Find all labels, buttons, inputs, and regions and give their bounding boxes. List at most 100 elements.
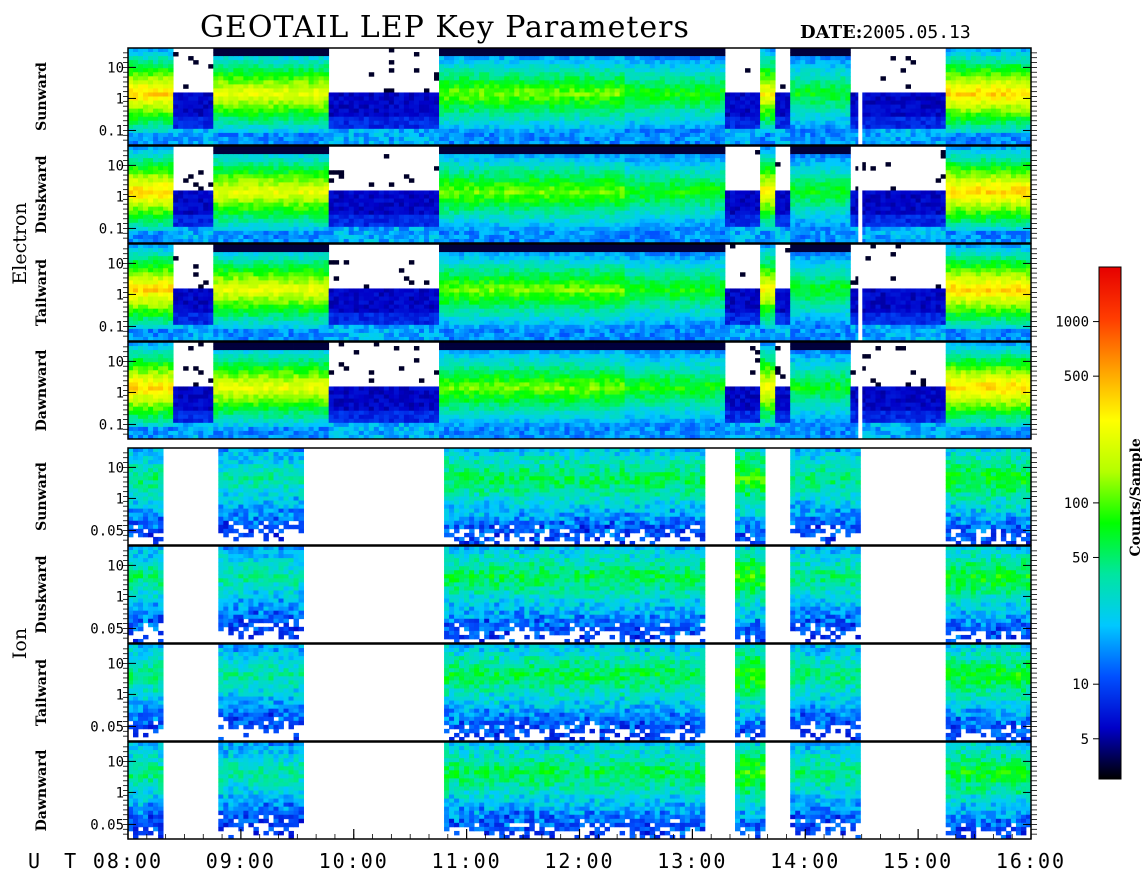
spectrogram-cell bbox=[323, 104, 330, 110]
spectrogram-cell bbox=[995, 128, 1002, 134]
spectrogram-cell bbox=[343, 116, 350, 122]
spectrogram-cell bbox=[449, 174, 455, 179]
spectrogram-cell bbox=[594, 84, 600, 89]
spectrogram-cell bbox=[423, 190, 430, 195]
spectrogram-cell bbox=[589, 100, 595, 105]
spectrogram-cell bbox=[469, 60, 475, 65]
spectrogram-cell bbox=[709, 132, 716, 138]
spectrogram-cell bbox=[273, 234, 279, 240]
spectrogram-cell bbox=[765, 56, 771, 61]
spectrogram-cell bbox=[273, 124, 279, 130]
spectrogram-cell bbox=[128, 238, 134, 244]
spectrogram-cell bbox=[499, 48, 505, 53]
spectrogram-cell bbox=[228, 146, 234, 151]
spectrogram-cell bbox=[238, 174, 244, 179]
spectrogram-cell bbox=[815, 76, 821, 81]
spectrogram-cell bbox=[815, 84, 821, 89]
spectrogram-cell bbox=[539, 136, 545, 142]
spectrogram-cell bbox=[208, 190, 214, 195]
spectrogram-cell bbox=[950, 112, 957, 118]
spectrogram-cell bbox=[293, 166, 299, 171]
spectrogram-cell bbox=[449, 150, 455, 155]
spectrogram-cell bbox=[890, 124, 896, 130]
spectrogram-cell bbox=[313, 206, 320, 212]
spectrogram-cell bbox=[815, 140, 821, 146]
spectrogram-cell bbox=[268, 68, 274, 73]
spectrogram-cell bbox=[574, 64, 580, 69]
spectrogram-cell bbox=[619, 96, 626, 101]
spectrogram-cell bbox=[604, 136, 610, 142]
spectrogram-cell bbox=[735, 132, 741, 138]
spectrogram-cell bbox=[233, 226, 239, 232]
spectrogram-cell bbox=[133, 100, 139, 105]
spectrogram-cell bbox=[820, 56, 826, 61]
spectrogram-cell bbox=[770, 124, 776, 130]
spectrogram-cell bbox=[654, 100, 661, 105]
spectrogram-cell bbox=[865, 96, 871, 101]
spectrogram-cell bbox=[303, 84, 309, 89]
spectrogram-cell bbox=[138, 76, 144, 81]
spectrogram-cell bbox=[128, 64, 134, 69]
spectrogram-cell bbox=[168, 136, 174, 142]
spectrogram-cell bbox=[755, 96, 761, 101]
spectrogram-cell bbox=[514, 108, 520, 114]
spectrogram-cell bbox=[634, 80, 641, 85]
spectrogram-cell bbox=[925, 100, 932, 105]
spectrogram-cell bbox=[795, 116, 801, 122]
spectrogram-cell bbox=[770, 56, 776, 61]
spectrogram-cell bbox=[313, 72, 320, 77]
spectrogram-cell bbox=[604, 88, 610, 93]
spectrogram-cell bbox=[283, 218, 289, 224]
spectrogram-cell bbox=[228, 150, 234, 155]
spectrogram-cell bbox=[719, 128, 726, 134]
spectrogram-cell bbox=[469, 88, 475, 93]
spectrogram-cell bbox=[128, 72, 134, 77]
spectrogram-cell bbox=[850, 100, 856, 105]
spectrogram-cell bbox=[464, 92, 470, 97]
spectrogram-cell bbox=[233, 150, 239, 155]
spectrogram-cell bbox=[479, 92, 485, 97]
spectrogram-cell bbox=[298, 68, 304, 73]
spectrogram-cell bbox=[288, 92, 294, 97]
spectrogram-cell bbox=[634, 52, 641, 57]
spectrogram-cell bbox=[158, 112, 164, 118]
spectrogram-cell bbox=[238, 158, 244, 163]
spectrogram-cell bbox=[474, 112, 480, 118]
spectrogram-cell bbox=[268, 166, 274, 171]
spectrogram-cell bbox=[378, 128, 385, 134]
spectrogram-cell bbox=[343, 230, 350, 236]
spectrogram-cell bbox=[138, 48, 144, 53]
spectrogram-cell bbox=[704, 52, 711, 57]
spectrogram-cell bbox=[233, 194, 239, 199]
spectrogram-cell bbox=[1020, 124, 1027, 130]
spectrogram-cell bbox=[258, 194, 264, 199]
spectrogram-cell bbox=[449, 166, 455, 171]
spectrogram-cell bbox=[318, 238, 325, 244]
spectrogram-cell bbox=[373, 116, 380, 122]
spectrogram-cell bbox=[524, 76, 530, 81]
spectrogram-cell bbox=[223, 108, 229, 114]
spectrogram-cell bbox=[504, 100, 510, 105]
spectrogram-cell bbox=[955, 116, 962, 122]
spectrogram-cell bbox=[454, 198, 460, 203]
spectrogram-cell bbox=[143, 206, 149, 212]
spectrogram-cell bbox=[910, 128, 917, 134]
spectrogram-cell bbox=[584, 88, 590, 93]
spectrogram-cell bbox=[193, 190, 199, 195]
spectrogram-cell bbox=[253, 132, 259, 138]
spectrogram-cell bbox=[398, 124, 405, 130]
spectrogram-cell bbox=[639, 80, 646, 85]
spectrogram-cell bbox=[398, 92, 405, 97]
spectrogram-cell bbox=[298, 80, 304, 85]
spectrogram-cell bbox=[629, 132, 636, 138]
spectrogram-cell bbox=[228, 140, 234, 146]
spectrogram-cell bbox=[318, 202, 325, 208]
spectrogram-cell bbox=[238, 100, 244, 105]
spectrogram-cell bbox=[449, 218, 455, 224]
spectrogram-cell bbox=[629, 96, 636, 101]
spectrogram-cell bbox=[253, 146, 259, 151]
spectrogram-cell bbox=[845, 76, 851, 81]
spectrogram-cell bbox=[373, 136, 380, 142]
spectrogram-cell bbox=[283, 84, 289, 89]
spectrogram-cell bbox=[268, 174, 274, 179]
